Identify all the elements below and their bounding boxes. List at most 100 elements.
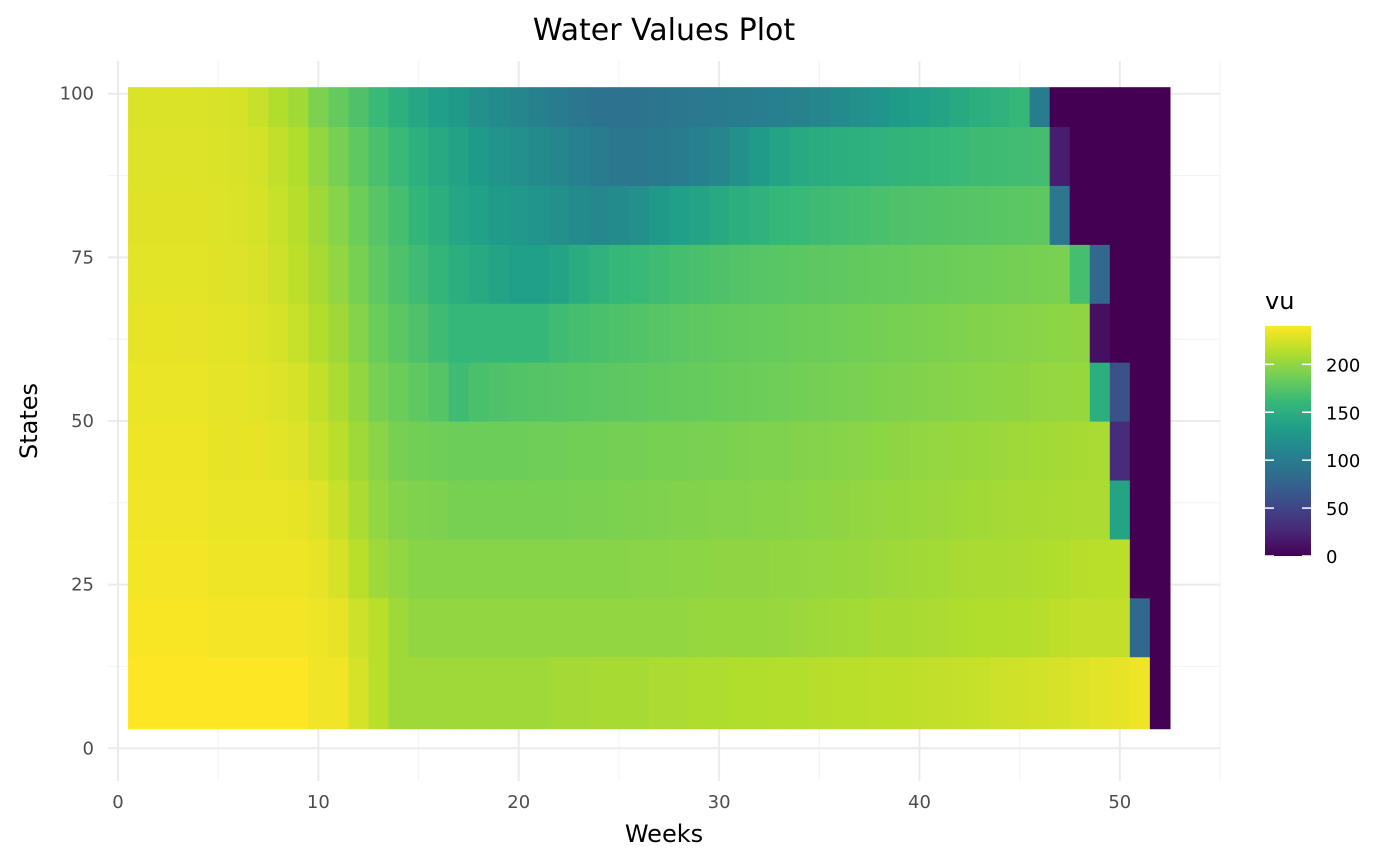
heatmap-cell [348,126,370,186]
heatmap-cell [308,421,329,481]
heatmap-cell [849,244,870,304]
heatmap-cell [308,538,329,599]
heatmap-cell [168,126,189,186]
heatmap-cell [208,87,229,128]
heatmap-cell [148,421,169,481]
heatmap-cell [909,597,931,658]
heatmap-cell [969,656,991,730]
heatmap-cell [1149,87,1171,128]
heatmap-cell [749,656,770,730]
heatmap-cell [749,126,770,186]
heatmap-cell [929,362,951,422]
heatmap-cell [168,362,189,422]
heatmap-cell [248,538,269,599]
heatmap-cell [1069,656,1091,730]
heatmap-cell [749,244,770,304]
heatmap-cell [248,656,269,730]
heatmap-cell [368,87,390,128]
heatmap-cell [368,244,390,304]
heatmap-cell [608,538,630,599]
heatmap-cell [929,479,951,540]
heatmap-cell [308,303,329,363]
heatmap-cell [1129,479,1151,540]
heatmap-cell [548,479,570,540]
heatmap-cell [889,421,911,481]
x-axis-ticks: 0 10 20 30 40 50 [112,792,1131,813]
heatmap-cell [1009,126,1031,186]
heatmap-cell [368,185,390,245]
heatmap-cell [608,87,630,128]
heatmap-cell [368,421,390,481]
heatmap-cell [1089,421,1111,481]
heatmap-cell [1089,597,1111,658]
heatmap-cell [1009,185,1031,245]
heatmap-cell [568,479,590,540]
heatmap-cell [1009,87,1031,128]
y-tick-label: 75 [71,247,94,268]
heatmap-cell [1069,597,1091,658]
y-axis-title: States [15,383,43,459]
heatmap-cell [869,87,891,128]
heatmap-cell [889,597,911,658]
heatmap-cell [328,656,350,730]
heatmap-cell [869,656,891,730]
heatmap-cell [428,303,450,363]
heatmap-cell [168,185,189,245]
heatmap-cell [989,126,1011,186]
heatmap-cell [368,597,390,658]
heatmap-cell [348,303,370,363]
heatmap-cell [989,87,1011,128]
heatmap-cell [829,244,850,304]
heatmap-cell [1089,656,1111,730]
heatmap-cell [188,87,209,128]
heatmap-cell [508,421,530,481]
heatmap-cell [829,421,850,481]
heatmap-cell [1149,244,1171,304]
heatmap-cell [588,362,610,422]
heatmap-cell [228,303,249,363]
heatmap-cell [548,87,570,128]
heatmap-cell [1149,303,1171,363]
heatmap-cell [889,479,911,540]
heatmap-cell [1069,185,1091,245]
heatmap-cell [468,244,490,304]
heatmap-cell [288,244,309,304]
heatmap-cell [709,362,730,422]
heatmap-cell [969,244,991,304]
heatmap-cell [929,421,951,481]
heatmap-cell [1009,244,1031,304]
heatmap-cell [1149,656,1171,730]
heatmap-cell [348,538,370,599]
heatmap-cell [468,362,490,422]
heatmap-cell [929,87,951,128]
heatmap-cell [408,185,430,245]
heatmap-cell [989,303,1011,363]
heatmap-cell [1129,244,1151,304]
heatmap-cell [328,126,350,186]
heatmap-cell [849,87,870,128]
heatmap-cell [408,479,430,540]
heatmap-cell [949,87,971,128]
heatmap-cell [428,244,450,304]
heatmap-cell [648,126,670,186]
heatmap-cell [528,303,550,363]
heatmap-cell [288,185,309,245]
heatmap-cell [1009,303,1031,363]
heatmap-cell [548,126,570,186]
heatmap-cell [128,538,149,599]
heatmap-cell [809,185,830,245]
heatmap-cell [588,126,610,186]
heatmap-cell [729,421,750,481]
heatmap-cell [228,538,249,599]
heatmap-cell [789,421,810,481]
heatmap-cell [909,87,931,128]
heatmap-cell [669,597,690,658]
heatmap-cell [1129,597,1151,658]
heatmap-cell [909,126,931,186]
heatmap-cell [1129,126,1151,186]
heatmap-cell [889,126,911,186]
heatmap-cell [188,421,209,481]
heatmap-cell [1109,656,1131,730]
heatmap-cell [1009,597,1031,658]
heatmap-cell [608,303,630,363]
